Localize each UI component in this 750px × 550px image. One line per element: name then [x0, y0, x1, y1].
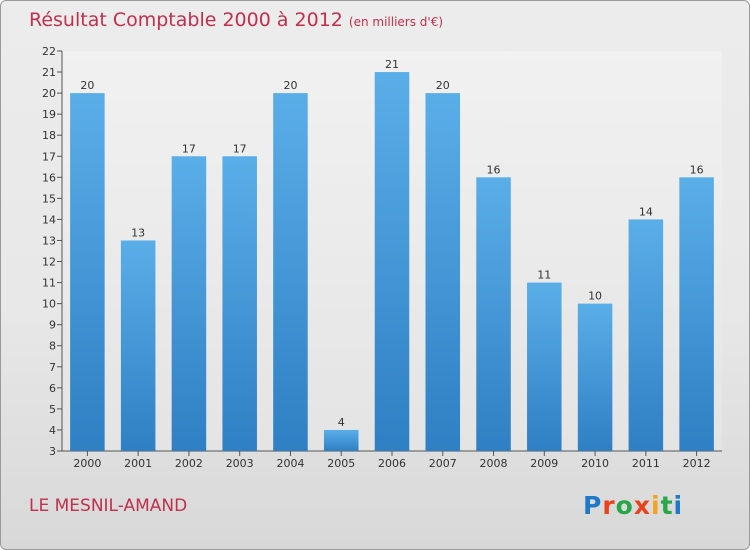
x-tick-label: 2002: [175, 457, 203, 470]
x-tick-label: 2003: [226, 457, 254, 470]
x-tick-label: 2009: [530, 457, 558, 470]
bar[interactable]: [628, 219, 664, 451]
y-tick-label: 16: [42, 171, 56, 184]
data-label: 16: [690, 163, 704, 176]
logo-letter: t: [660, 491, 674, 520]
bar[interactable]: [476, 177, 511, 451]
x-tick-label: 2004: [276, 457, 304, 470]
y-tick-label: 9: [49, 319, 56, 332]
data-label: 20: [436, 79, 450, 92]
x-tick-label: 2001: [124, 457, 152, 470]
chart-title: Résultat Comptable 2000 à 2012 (en millie…: [29, 9, 443, 31]
data-label: 4: [338, 416, 345, 429]
proxiti-logo[interactable]: Proxiti: [583, 491, 683, 520]
chart-title-text: Résultat Comptable 2000 à 2012: [29, 9, 343, 31]
y-tick-label: 6: [49, 382, 56, 395]
data-label: 11: [537, 269, 551, 282]
y-tick-label: 7: [49, 361, 56, 374]
bar[interactable]: [273, 93, 308, 452]
logo-letter: x: [633, 491, 651, 520]
y-tick-label: 21: [42, 66, 56, 79]
bar[interactable]: [679, 177, 714, 451]
logo-letter: o: [615, 491, 634, 520]
data-label: 16: [487, 163, 501, 176]
y-tick-label: 8: [49, 340, 56, 353]
logo-letter: r: [602, 491, 616, 520]
data-label: 14: [639, 205, 653, 218]
x-tick-label: 2008: [480, 457, 508, 470]
x-tick-label: 2011: [632, 457, 660, 470]
y-tick-label: 14: [42, 213, 56, 226]
x-tick-label: 2010: [581, 457, 609, 470]
logo-letter: i: [673, 491, 684, 520]
data-label: 17: [233, 142, 247, 155]
y-tick-label: 3: [49, 445, 56, 458]
y-tick-label: 12: [42, 256, 56, 269]
y-tick-label: 5: [49, 403, 56, 416]
data-label: 20: [283, 79, 297, 92]
y-tick-label: 18: [42, 129, 56, 142]
bar[interactable]: [527, 282, 562, 451]
y-axis: 3 4 5 6 7 8 9 10 11 12 13 14 15 16 17 18 19 20 21 22: [42, 45, 63, 458]
data-label: 10: [588, 290, 602, 303]
y-tick-label: 20: [42, 87, 56, 100]
y-tick-label: 22: [42, 45, 56, 58]
bar[interactable]: [70, 93, 105, 452]
data-label: 13: [131, 226, 145, 239]
logo-letter: P: [583, 491, 603, 520]
y-tick-label: 11: [42, 277, 56, 290]
y-tick-label: 13: [42, 234, 56, 247]
bars: 20 13 17 17 20 4 21 20 16 11 10 14 16: [70, 58, 714, 452]
bar[interactable]: [171, 156, 207, 451]
x-tick-label: 2007: [429, 457, 457, 470]
y-tick-label: 15: [42, 192, 56, 205]
x-tick-label: 2006: [378, 457, 406, 470]
data-label: 17: [182, 142, 196, 155]
y-tick-label: 19: [42, 108, 56, 121]
logo-letter: i: [651, 491, 661, 520]
x-tick-label: 2005: [327, 457, 355, 470]
y-tick-label: 4: [49, 424, 56, 437]
data-label: 20: [80, 79, 94, 92]
data-label: 21: [385, 58, 399, 71]
y-tick-label: 17: [42, 150, 56, 163]
y-tick-label: 10: [42, 298, 56, 311]
x-axis: 2000 2001 2002 2003 2004 2005 2006 2007 2008 2009…: [62, 450, 722, 470]
x-tick-label: 2000: [73, 457, 101, 470]
chart-subtitle: (en milliers d'€): [348, 15, 444, 29]
bar[interactable]: [323, 429, 359, 451]
place-name: LE MESNIL-AMAND: [29, 496, 188, 516]
x-tick-label: 2012: [683, 457, 711, 470]
bar[interactable]: [222, 156, 257, 451]
bar[interactable]: [120, 240, 156, 451]
bar[interactable]: [577, 303, 613, 451]
bar[interactable]: [374, 72, 410, 451]
bar[interactable]: [425, 93, 461, 452]
